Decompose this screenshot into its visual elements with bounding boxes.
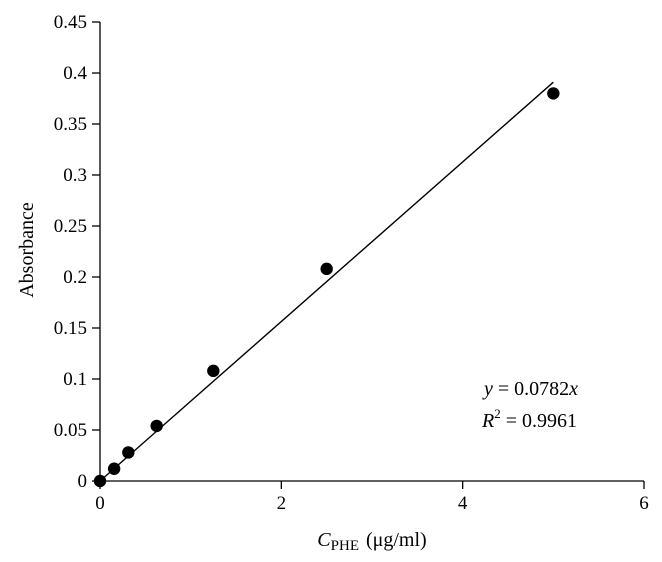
data-point xyxy=(93,474,107,488)
trendline xyxy=(99,81,554,482)
data-points xyxy=(93,87,560,488)
r-squared-base: R xyxy=(481,410,494,432)
x-tick-label: 2 xyxy=(277,493,287,514)
data-point xyxy=(107,462,121,475)
data-point xyxy=(547,87,560,100)
r-squared-value: = 0.9961 xyxy=(501,410,577,432)
data-point xyxy=(122,446,135,459)
x-axis-title: CPHE (μg/ml) xyxy=(317,529,426,554)
data-point xyxy=(150,419,163,433)
y-tick-label: 0.3 xyxy=(63,165,87,186)
x-axis-title-units: (μg/ml) xyxy=(366,529,427,551)
r-squared-exponent: 2 xyxy=(494,406,501,421)
y-tick-label: 0.05 xyxy=(54,420,87,441)
y-tick-label: 0.4 xyxy=(63,63,87,84)
x-axis-title-subscript: PHE xyxy=(331,538,359,554)
data-point xyxy=(207,364,220,378)
y-tick-label: 0.45 xyxy=(54,12,87,33)
y-axis: 0 0.05 0.1 0.15 0.2 0.25 0.3 0.35 0.4 0.45 xyxy=(54,12,101,492)
y-tick-label: 0.15 xyxy=(54,318,87,339)
r-squared-annotation: R2 = 0.9961 xyxy=(481,406,577,432)
x-axis-title-main: C xyxy=(317,529,331,551)
x-tick-label: 0 xyxy=(95,493,105,514)
x-axis: 0 2 4 6 xyxy=(95,480,649,514)
y-tick-label: 0.35 xyxy=(54,114,87,135)
y-tick-label: 0.1 xyxy=(63,369,87,390)
equation-var: x xyxy=(568,378,578,400)
x-tick-label: 4 xyxy=(458,493,468,514)
y-tick-label: 0 xyxy=(78,471,88,492)
y-axis-title: Absorbance xyxy=(16,202,38,298)
y-tick-label: 0.25 xyxy=(54,216,87,237)
x-tick-label: 6 xyxy=(639,493,649,514)
trendline-group xyxy=(99,81,554,482)
data-point xyxy=(320,262,333,276)
equation-annotation: y = 0.0782x xyxy=(482,378,578,400)
y-tick-label: 0.2 xyxy=(63,267,87,288)
equation-lhs: y xyxy=(482,378,493,400)
equation-rhs: = 0.0782 xyxy=(493,378,569,400)
